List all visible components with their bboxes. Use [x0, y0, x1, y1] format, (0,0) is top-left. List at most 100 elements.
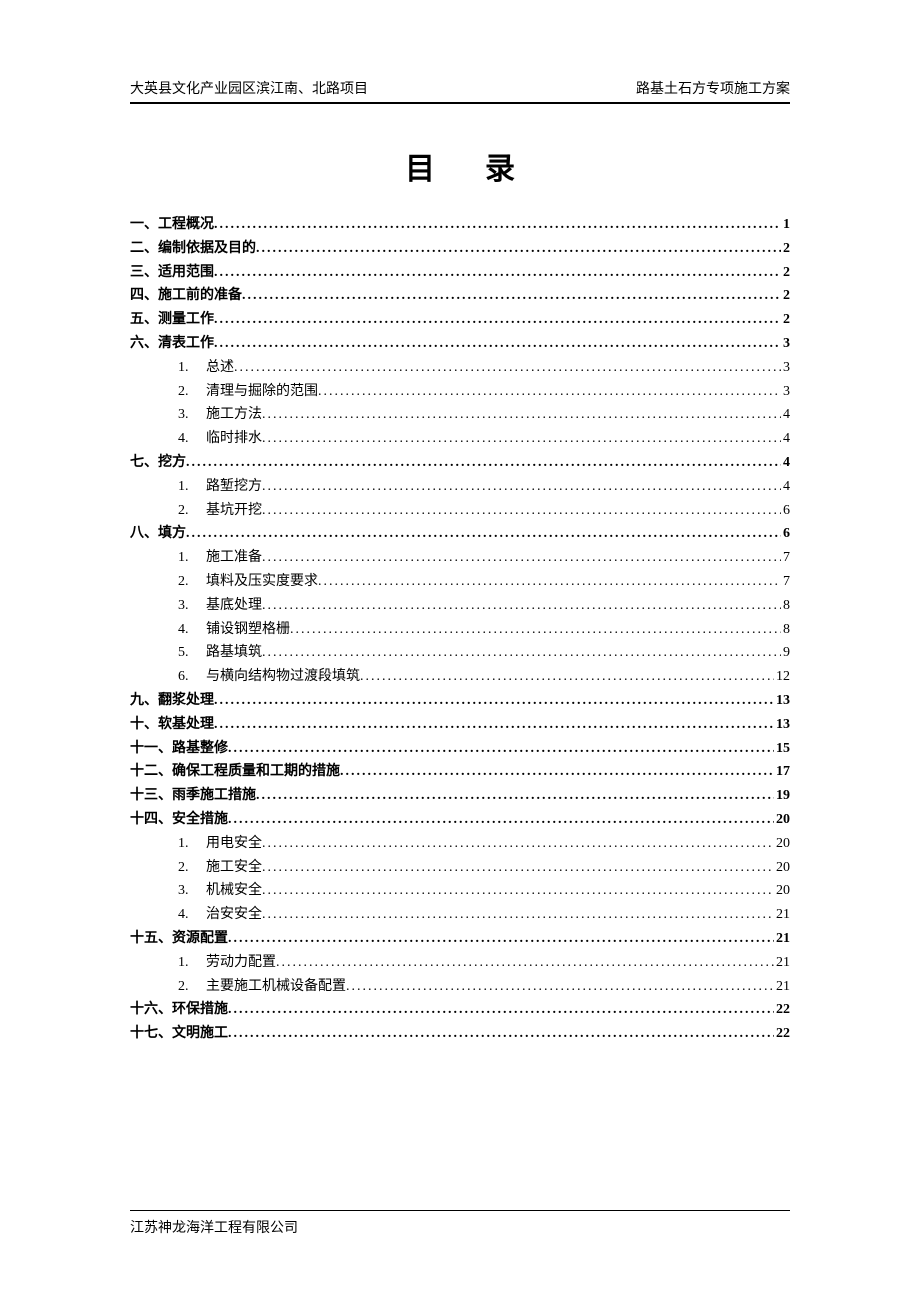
- toc-sub-text: 施工准备: [206, 550, 262, 565]
- toc-sub-number: 2.: [178, 856, 206, 880]
- toc-sub-text: 铺设钢塑格栅: [206, 622, 290, 637]
- toc-label: 九、翻浆处理: [130, 689, 214, 713]
- toc-sub-number: 4.: [178, 618, 206, 642]
- toc-label: 1.路堑挖方: [178, 475, 262, 499]
- toc-entry-top: 二、编制依据及目的2: [130, 237, 790, 261]
- toc-sub-text: 劳动力配置: [206, 955, 276, 970]
- toc-label: 五、测量工作: [130, 308, 214, 332]
- toc-dots: [346, 975, 774, 999]
- toc-sub-text: 与横向结构物过渡段填筑: [206, 669, 360, 684]
- toc-page-number: 6: [781, 499, 790, 523]
- toc-label: 八、填方: [130, 522, 186, 546]
- toc-label: 十、软基处理: [130, 713, 214, 737]
- document-page: 大英县文化产业园区滨江南、北路项目 路基土石方专项施工方案 目录 一、工程概况1…: [0, 0, 920, 1302]
- toc-sub-number: 4.: [178, 903, 206, 927]
- toc-container: 一、工程概况1二、编制依据及目的2三、适用范围2四、施工前的准备2五、测量工作2…: [130, 213, 790, 1046]
- toc-label: 3.基底处理: [178, 594, 262, 618]
- toc-entry-sub: 4.治安安全21: [130, 903, 790, 927]
- toc-label: 三、适用范围: [130, 261, 214, 285]
- toc-sub-number: 2.: [178, 975, 206, 999]
- toc-page-number: 9: [781, 641, 790, 665]
- toc-entry-sub: 1.用电安全 20: [130, 832, 790, 856]
- toc-entry-sub: 1.路堑挖方 4: [130, 475, 790, 499]
- toc-label: 四、施工前的准备: [130, 284, 242, 308]
- toc-dots: [262, 903, 774, 927]
- toc-sub-text: 清理与掘除的范围: [206, 384, 318, 399]
- toc-entry-sub: 4.临时排水4: [130, 427, 790, 451]
- toc-page-number: 21: [774, 975, 790, 999]
- toc-entry-top: 十五、资源配置21: [130, 927, 790, 951]
- toc-sub-text: 用电安全: [206, 836, 262, 851]
- toc-label: 六、清表工作: [130, 332, 214, 356]
- toc-dots: [318, 380, 781, 404]
- toc-entry-sub: 3.施工方法4: [130, 403, 790, 427]
- toc-entry-top: 十六、环保措施22: [130, 998, 790, 1022]
- toc-entry-top: 三、适用范围 2: [130, 261, 790, 285]
- toc-sub-number: 2.: [178, 570, 206, 594]
- toc-label: 4.治安安全: [178, 903, 262, 927]
- toc-sub-text: 路基填筑: [206, 645, 262, 660]
- toc-sub-text: 基坑开挖: [206, 503, 262, 518]
- toc-dots: [262, 594, 781, 618]
- toc-page-number: 4: [781, 451, 790, 475]
- toc-dots: [262, 879, 774, 903]
- toc-label: 1.施工准备: [178, 546, 262, 570]
- toc-page-number: 3: [781, 332, 790, 356]
- toc-page-number: 20: [774, 808, 790, 832]
- toc-sub-text: 基底处理: [206, 598, 262, 613]
- toc-dots: [262, 856, 774, 880]
- toc-dots: [214, 713, 774, 737]
- toc-page-number: 8: [781, 618, 790, 642]
- toc-sub-text: 治安安全: [206, 907, 262, 922]
- toc-page-number: 7: [781, 570, 790, 594]
- toc-page-number: 3: [781, 380, 790, 404]
- toc-entry-top: 五、测量工作2: [130, 308, 790, 332]
- toc-entry-sub: 1.劳动力配置 21: [130, 951, 790, 975]
- toc-label: 1.用电安全: [178, 832, 262, 856]
- toc-sub-text: 路堑挖方: [206, 479, 262, 494]
- toc-entry-sub: 4.铺设钢塑格栅 8: [130, 618, 790, 642]
- toc-label: 4.铺设钢塑格栅: [178, 618, 290, 642]
- toc-page-number: 4: [781, 475, 790, 499]
- toc-dots: [256, 784, 774, 808]
- toc-dots: [340, 760, 774, 784]
- toc-label: 十一、路基整修: [130, 737, 228, 761]
- toc-sub-number: 1.: [178, 832, 206, 856]
- toc-sub-number: 3.: [178, 403, 206, 427]
- toc-label: 七、挖方: [130, 451, 186, 475]
- toc-sub-text: 施工安全: [206, 860, 262, 875]
- toc-label: 十二、确保工程质量和工期的措施: [130, 760, 340, 784]
- toc-label: 二、编制依据及目的: [130, 237, 256, 261]
- toc-label: 2.施工安全: [178, 856, 262, 880]
- toc-entry-sub: 6.与横向结构物过渡段填筑12: [130, 665, 790, 689]
- toc-page-number: 22: [774, 998, 790, 1022]
- toc-dots: [262, 403, 781, 427]
- toc-dots: [228, 737, 774, 761]
- toc-page-number: 2: [781, 261, 790, 285]
- toc-label: 2.清理与掘除的范围: [178, 380, 318, 404]
- toc-dots: [214, 689, 774, 713]
- toc-label: 十四、安全措施: [130, 808, 228, 832]
- toc-page-number: 20: [774, 856, 790, 880]
- toc-sub-number: 2.: [178, 380, 206, 404]
- toc-dots: [318, 570, 781, 594]
- toc-dots: [228, 1022, 774, 1046]
- toc-page-number: 21: [774, 951, 790, 975]
- toc-sub-number: 5.: [178, 641, 206, 665]
- toc-dots: [256, 237, 781, 261]
- toc-dots: [214, 308, 781, 332]
- toc-page-number: 6: [781, 522, 790, 546]
- toc-page-number: 13: [774, 713, 790, 737]
- toc-sub-text: 施工方法: [206, 407, 262, 422]
- footer-text: 江苏神龙海洋工程有限公司: [130, 1221, 298, 1236]
- toc-sub-text: 临时排水: [206, 431, 262, 446]
- toc-page-number: 22: [774, 1022, 790, 1046]
- toc-label: 1.劳动力配置: [178, 951, 276, 975]
- header-right: 路基土石方专项施工方案: [636, 78, 790, 98]
- toc-label: 十五、资源配置: [130, 927, 228, 951]
- toc-dots: [214, 261, 781, 285]
- toc-dots: [186, 522, 781, 546]
- toc-label: 2.主要施工机械设备配置: [178, 975, 346, 999]
- toc-page-number: 20: [774, 832, 790, 856]
- toc-sub-number: 6.: [178, 665, 206, 689]
